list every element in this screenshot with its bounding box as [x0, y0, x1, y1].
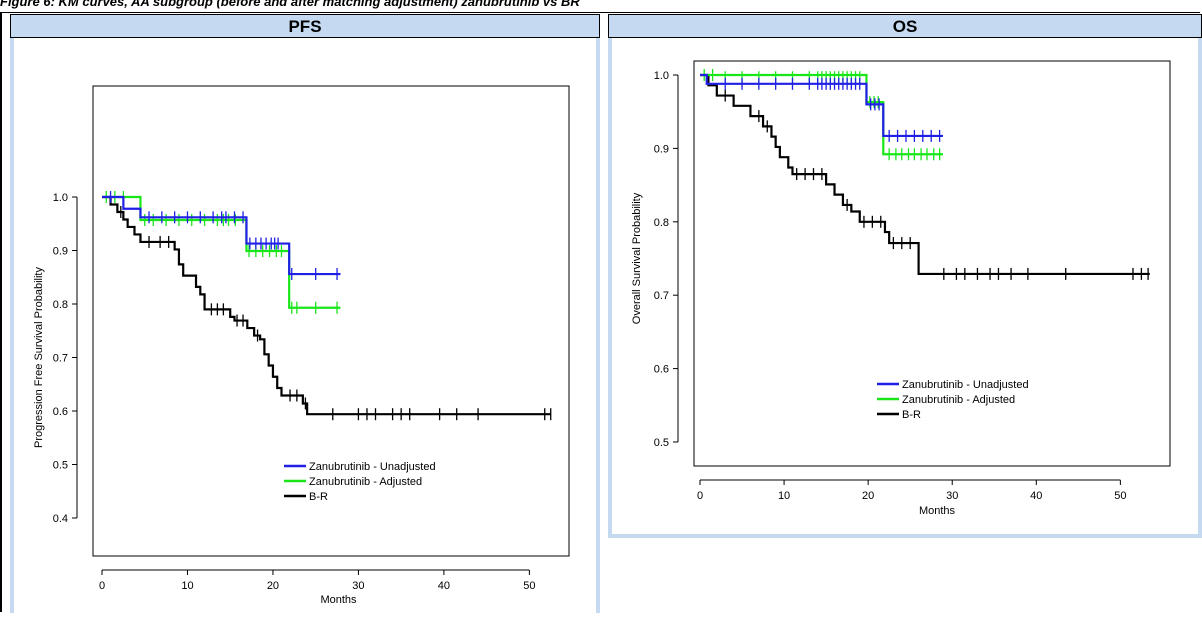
x-tick-label: 40 — [438, 580, 450, 592]
x-axis-label: Months — [320, 594, 357, 606]
y-tick-label: 0.7 — [654, 290, 669, 302]
y-axis-label: Progression Free Survival Probability — [33, 267, 45, 448]
x-tick-label: 50 — [523, 580, 535, 592]
y-tick-label: 1.0 — [654, 70, 669, 82]
y-tick-label: 1.0 — [53, 192, 68, 204]
y-tick-label: 0.5 — [53, 460, 68, 472]
legend-label: Zanubrutinib - Unadjusted — [902, 379, 1029, 391]
legend-label: Zanubrutinib - Adjusted — [309, 476, 422, 488]
legend-label: B-R — [902, 409, 921, 421]
x-tick-label: 20 — [862, 490, 874, 502]
x-tick-label: 20 — [267, 580, 279, 592]
figure-table: PFS OS 0 10 20 30 40 50 0.4 0.5 0.6 0.7 0.8 0.9 1.0 M… — [0, 12, 1202, 613]
panel-os: 0 10 20 30 40 50 0.5 0.6 0.7 0.8 0.9 1.0 Months Overa… — [608, 38, 1202, 538]
panel-title-pfs: PFS — [10, 14, 600, 38]
x-tick-label: 10 — [778, 490, 790, 502]
pfs-chart: 0 10 20 30 40 50 0.4 0.5 0.6 0.7 0.8 0.9 1.0 Months Pr… — [33, 85, 570, 606]
plot-frame — [693, 60, 1171, 467]
panel-title-os: OS — [608, 14, 1202, 38]
x-tick-label: 30 — [352, 580, 364, 592]
y-tick-label: 0.6 — [654, 364, 669, 376]
series-line-b-r — [700, 73, 1150, 276]
y-tick-label: 0.7 — [53, 353, 68, 365]
series-line-zanubrutinib-unadjusted — [102, 195, 341, 276]
legend-label: B-R — [309, 491, 328, 503]
plot-frame — [92, 85, 570, 557]
x-tick-label: 0 — [697, 490, 703, 502]
x-tick-label: 40 — [1030, 490, 1042, 502]
series-line-zanubrutinib-unadjusted — [700, 73, 943, 138]
y-tick-label: 0.9 — [53, 246, 68, 258]
y-axis-label: Overall Survival Probability — [631, 192, 643, 324]
legend-label: Zanubrutinib - Unadjusted — [309, 461, 436, 473]
y-tick-label: 0.4 — [53, 513, 68, 525]
panel-pfs: 0 10 20 30 40 50 0.4 0.5 0.6 0.7 0.8 0.9 1.0 Months Pr… — [10, 38, 600, 613]
y-tick-label: 0.5 — [654, 437, 669, 449]
y-tick-label: 0.8 — [654, 217, 669, 229]
x-tick-label: 50 — [1114, 490, 1126, 502]
y-tick-label: 0.8 — [53, 299, 68, 311]
y-tick-label: 0.9 — [654, 143, 669, 155]
legend-label: Zanubrutinib - Adjusted — [902, 394, 1015, 406]
x-axis-label: Months — [919, 505, 956, 517]
os-chart: 0 10 20 30 40 50 0.5 0.6 0.7 0.8 0.9 1.0 Months Overa… — [631, 60, 1171, 517]
series-line-b-r — [102, 195, 551, 416]
figure-caption: Figure 6: KM curves, AA subgroup (before… — [0, 0, 580, 9]
y-tick-label: 0.6 — [53, 406, 68, 418]
x-tick-label: 10 — [181, 580, 193, 592]
x-tick-label: 30 — [946, 490, 958, 502]
x-tick-label: 0 — [99, 580, 105, 592]
